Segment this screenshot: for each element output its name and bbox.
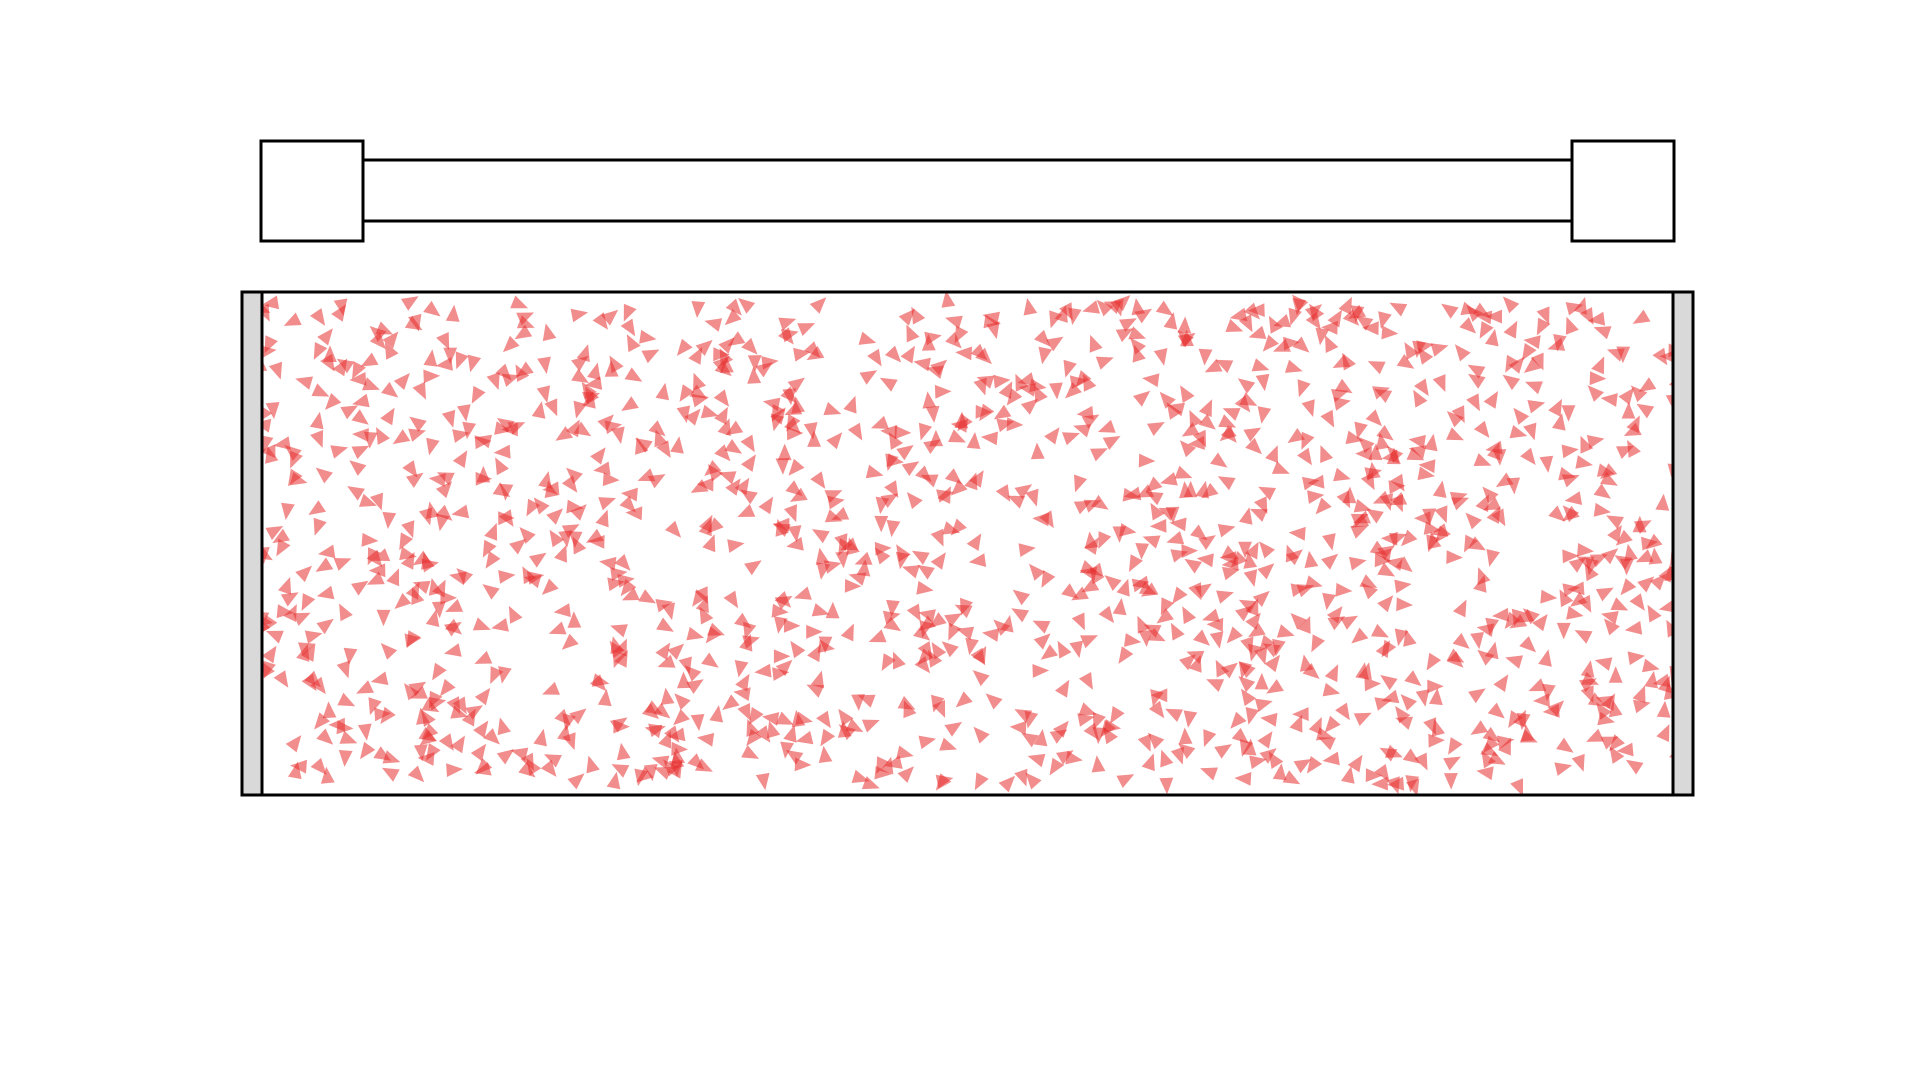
left-wall — [242, 292, 262, 795]
left-handle-box — [261, 141, 363, 241]
connecting-bar — [363, 160, 1572, 221]
top-apparatus — [261, 141, 1674, 241]
right-handle-box — [1572, 141, 1674, 241]
right-wall — [1673, 292, 1693, 795]
particle-container — [242, 290, 1693, 796]
